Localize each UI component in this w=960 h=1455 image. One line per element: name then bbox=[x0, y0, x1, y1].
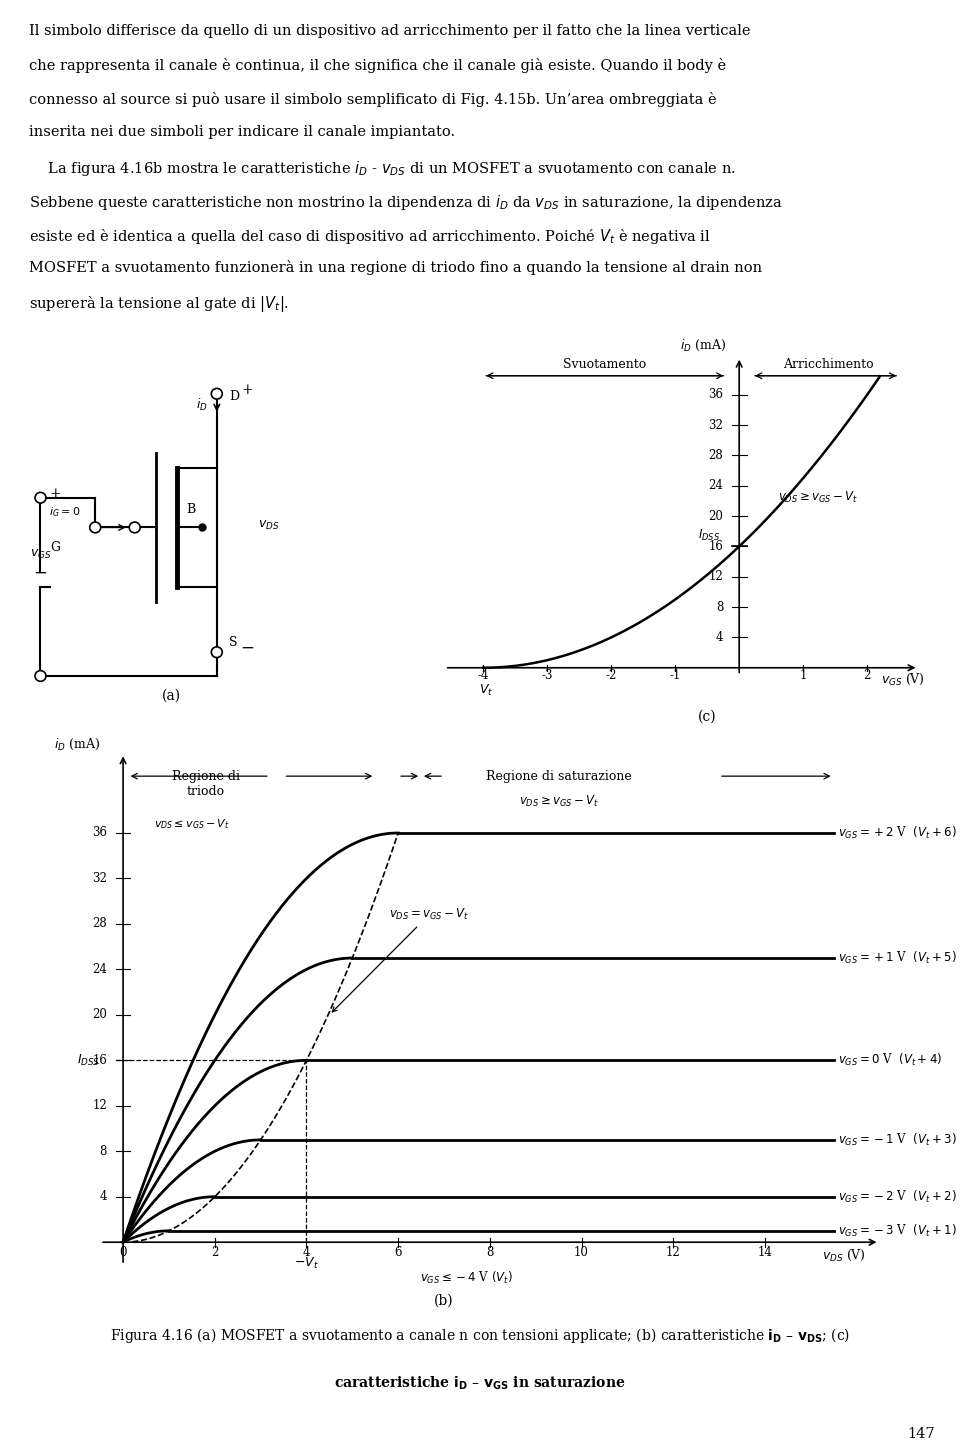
Text: 32: 32 bbox=[92, 872, 107, 885]
Text: 4: 4 bbox=[716, 631, 723, 645]
Text: +: + bbox=[50, 487, 61, 501]
Text: -2: -2 bbox=[606, 669, 617, 682]
Text: 147: 147 bbox=[907, 1427, 934, 1440]
Text: $i_D$ (mA): $i_D$ (mA) bbox=[681, 338, 727, 354]
Text: D: D bbox=[228, 390, 239, 403]
Text: 6: 6 bbox=[395, 1245, 402, 1259]
Text: Sebbene queste caratteristiche non mostrino la dipendenza di $i_D$ da $v_{DS}$ i: Sebbene queste caratteristiche non mostr… bbox=[29, 194, 782, 212]
Text: 36: 36 bbox=[708, 388, 723, 402]
Text: $i_D$ (mA): $i_D$ (mA) bbox=[54, 736, 100, 752]
Circle shape bbox=[35, 671, 46, 681]
Circle shape bbox=[35, 492, 46, 503]
Text: (b): (b) bbox=[434, 1293, 454, 1308]
Text: 32: 32 bbox=[708, 419, 723, 432]
Circle shape bbox=[211, 647, 223, 658]
Text: $v_{GS} = 0$ V  $(V_t + 4)$: $v_{GS} = 0$ V $(V_t + 4)$ bbox=[838, 1052, 943, 1068]
Text: caratteristiche $\mathbf{i_D}$ – $\mathbf{v_{GS}}$ in saturazione: caratteristiche $\mathbf{i_D}$ – $\mathb… bbox=[334, 1375, 626, 1392]
Text: esiste ed è identica a quella del caso di dispositivo ad arricchimento. Poiché $: esiste ed è identica a quella del caso d… bbox=[29, 227, 710, 246]
Text: $v_{GS}$: $v_{GS}$ bbox=[30, 549, 51, 562]
Text: $v_{DS} = v_{GS} - V_t$: $v_{DS} = v_{GS} - V_t$ bbox=[332, 908, 469, 1011]
Text: B: B bbox=[186, 502, 196, 515]
Text: $v_{GS} = -2$ V  $(V_t + 2)$: $v_{GS} = -2$ V $(V_t + 2)$ bbox=[838, 1189, 957, 1205]
Text: 28: 28 bbox=[708, 450, 723, 461]
Circle shape bbox=[89, 522, 101, 533]
Text: Arricchimento: Arricchimento bbox=[783, 358, 875, 371]
Text: $i_D$: $i_D$ bbox=[196, 397, 207, 413]
Text: $v_{DS}$ (V): $v_{DS}$ (V) bbox=[822, 1248, 866, 1263]
Text: $v_{DS} \geq v_{GS} - V_t$: $v_{DS} \geq v_{GS} - V_t$ bbox=[518, 793, 599, 809]
Text: 24: 24 bbox=[708, 479, 723, 492]
Text: 20: 20 bbox=[708, 509, 723, 522]
Circle shape bbox=[130, 522, 140, 533]
Text: $I_{DSS}$: $I_{DSS}$ bbox=[77, 1053, 100, 1068]
Text: $v_{GS}$ (V): $v_{GS}$ (V) bbox=[881, 672, 924, 687]
Text: $v_{DS} \leq v_{GS} - V_t$: $v_{DS} \leq v_{GS} - V_t$ bbox=[154, 818, 229, 831]
Text: che rappresenta il canale è continua, il che significa che il canale già esiste.: che rappresenta il canale è continua, il… bbox=[29, 58, 726, 73]
Text: 2: 2 bbox=[863, 669, 871, 682]
Text: Svuotamento: Svuotamento bbox=[564, 358, 646, 371]
Text: (a): (a) bbox=[161, 688, 180, 703]
Text: $v_{GS} = -3$ V  $(V_t + 1)$: $v_{GS} = -3$ V $(V_t + 1)$ bbox=[838, 1222, 957, 1238]
Text: $v_{GS} = +2$ V  $(V_t + 6)$: $v_{GS} = +2$ V $(V_t + 6)$ bbox=[838, 825, 957, 841]
Text: 12: 12 bbox=[708, 570, 723, 583]
Text: +: + bbox=[241, 383, 253, 397]
Text: S: S bbox=[228, 636, 237, 649]
Text: -3: -3 bbox=[541, 669, 553, 682]
Text: connesso al source si può usare il simbolo semplificato di Fig. 4.15b. Un’area o: connesso al source si può usare il simbo… bbox=[29, 92, 716, 106]
Text: 16: 16 bbox=[708, 540, 723, 553]
Text: Il simbolo differisce da quello di un dispositivo ad arricchimento per il fatto : Il simbolo differisce da quello di un di… bbox=[29, 23, 751, 38]
Text: 4: 4 bbox=[302, 1245, 310, 1259]
Text: $v_{GS} \leq -4$ V $(V_t)$: $v_{GS} \leq -4$ V $(V_t)$ bbox=[420, 1270, 514, 1286]
Text: 16: 16 bbox=[92, 1053, 107, 1067]
Text: $v_{GS} = -1$ V  $(V_t + 3)$: $v_{GS} = -1$ V $(V_t + 3)$ bbox=[838, 1132, 957, 1148]
Text: 0: 0 bbox=[119, 1245, 127, 1259]
Text: $I_{DSS}$: $I_{DSS}$ bbox=[698, 528, 720, 543]
Text: 12: 12 bbox=[666, 1245, 681, 1259]
Text: $i_G = 0$: $i_G = 0$ bbox=[49, 505, 81, 519]
Text: $v_{DS}$: $v_{DS}$ bbox=[258, 518, 279, 531]
Text: La figura 4.16b mostra le caratteristiche $i_D$ - $v_{DS}$ di un MOSFET a svuota: La figura 4.16b mostra le caratteristich… bbox=[29, 159, 735, 178]
Text: 12: 12 bbox=[92, 1100, 107, 1112]
Text: G: G bbox=[51, 541, 60, 554]
Text: $V_t$: $V_t$ bbox=[479, 684, 493, 698]
Text: 8: 8 bbox=[100, 1145, 107, 1158]
Text: $-V_t$: $-V_t$ bbox=[294, 1256, 319, 1272]
Text: 8: 8 bbox=[486, 1245, 493, 1259]
Text: 28: 28 bbox=[92, 918, 107, 930]
Text: Figura 4.16 (a) MOSFET a svuotamento a canale n con tensioni applicate; (b) cara: Figura 4.16 (a) MOSFET a svuotamento a c… bbox=[109, 1326, 851, 1344]
Text: $v_{DS} \geq v_{GS} - V_t$: $v_{DS} \geq v_{GS} - V_t$ bbox=[778, 490, 857, 505]
Text: 4: 4 bbox=[100, 1190, 107, 1203]
Text: -4: -4 bbox=[477, 669, 489, 682]
Text: Regione di saturazione: Regione di saturazione bbox=[486, 771, 632, 783]
Text: 20: 20 bbox=[92, 1008, 107, 1021]
Text: 24: 24 bbox=[92, 963, 107, 976]
Text: −: − bbox=[34, 565, 47, 582]
Text: -1: -1 bbox=[669, 669, 681, 682]
Text: 2: 2 bbox=[211, 1245, 219, 1259]
Text: 1: 1 bbox=[800, 669, 807, 682]
Text: MOSFET a svuotamento funzionerà in una regione di triodo fino a quando la tensio: MOSFET a svuotamento funzionerà in una r… bbox=[29, 260, 762, 275]
Text: $v_{GS} = +1$ V  $(V_t + 5)$: $v_{GS} = +1$ V $(V_t + 5)$ bbox=[838, 950, 957, 966]
Text: 14: 14 bbox=[757, 1245, 772, 1259]
Text: −: − bbox=[240, 639, 254, 656]
Text: Regione di
triodo: Regione di triodo bbox=[172, 771, 240, 799]
Text: (c): (c) bbox=[698, 710, 716, 723]
Text: inserita nei due simboli per indicare il canale impiantato.: inserita nei due simboli per indicare il… bbox=[29, 125, 455, 140]
Text: 8: 8 bbox=[716, 601, 723, 614]
Circle shape bbox=[211, 388, 223, 399]
Text: 10: 10 bbox=[574, 1245, 588, 1259]
Text: supererà la tensione al gate di $|V_t|$.: supererà la tensione al gate di $|V_t|$. bbox=[29, 294, 289, 314]
Text: 36: 36 bbox=[92, 826, 107, 840]
